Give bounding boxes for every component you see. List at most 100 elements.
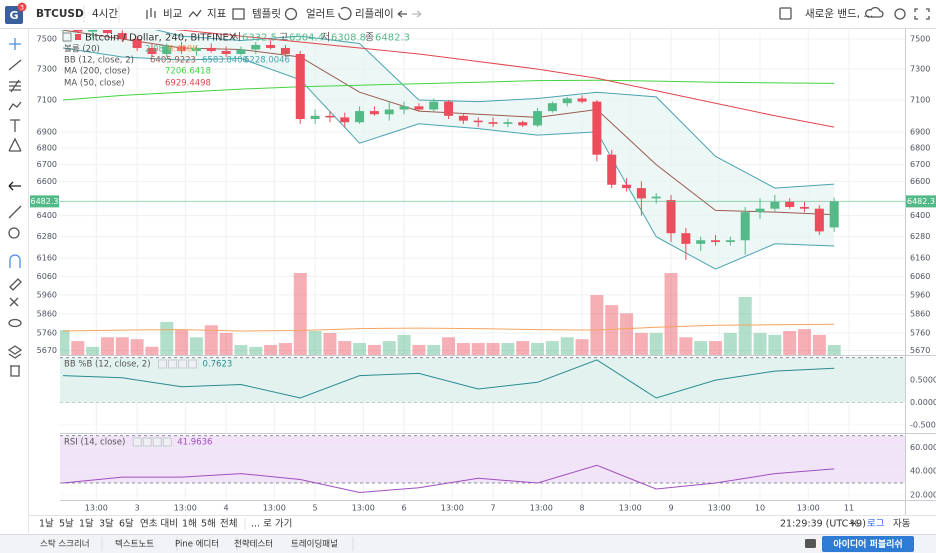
volume-bar [115, 337, 129, 355]
panel-legend-icon [152, 437, 162, 447]
range-button[interactable]: 1달 [79, 518, 94, 530]
volume-bar [145, 346, 159, 355]
candle-body [770, 201, 780, 209]
bottom-tab[interactable]: 전략테스터 [234, 539, 273, 550]
y-tick-label-right: 0.5000 [910, 376, 936, 385]
range-button[interactable]: 3달 [99, 518, 114, 530]
goto-date[interactable]: ... 로 가기 [251, 519, 292, 530]
settings-icon[interactable] [894, 8, 906, 20]
y-tick-label-left: 5860 [37, 309, 57, 318]
candle-body [725, 240, 735, 243]
candle-body [295, 53, 305, 120]
volume-bar [605, 305, 619, 355]
crosshair-tool[interactable] [9, 38, 21, 50]
volume-bar [249, 346, 263, 355]
text-tool[interactable] [10, 119, 20, 132]
measure-tool[interactable] [8, 205, 22, 219]
bottom-tab[interactable]: 트레이딩패널 [291, 539, 338, 550]
log-toggle[interactable]: 로그 [867, 519, 885, 530]
layout-name[interactable]: 새로운 밴드, ... [805, 8, 873, 20]
redo-icon[interactable] [412, 10, 422, 18]
candle-body [340, 117, 350, 123]
range-button[interactable]: 6달 [119, 518, 134, 530]
ohlc-value: 6482.3 [375, 33, 410, 44]
ohlc-letter: 종 [365, 32, 374, 44]
left-toolbar [7, 38, 23, 377]
volume-ma-line [62, 323, 835, 332]
indicator-icon[interactable] [188, 9, 202, 18]
bottom-tab[interactable]: 스탁 스크리너 [40, 539, 90, 550]
trendline-tool[interactable] [8, 59, 22, 71]
candle-body [236, 49, 246, 54]
range-button[interactable]: 1날 [39, 519, 54, 530]
bottom-tab[interactable]: Pine 에디터 [175, 540, 219, 550]
candle-body [221, 50, 231, 54]
x-tick-label: 13:00 [708, 504, 731, 513]
candle-body [132, 39, 142, 48]
undo-icon[interactable] [397, 10, 407, 18]
symbol[interactable]: BTCUSD [36, 8, 84, 20]
magnet-tool[interactable] [9, 254, 21, 268]
toolbar-item[interactable]: 얼러트 [306, 8, 335, 20]
x-tick-label: 13:00 [441, 504, 464, 513]
percent-toggle[interactable]: % [850, 519, 859, 530]
cloud-icon[interactable] [865, 6, 884, 18]
overlay-legend: MA (50, close) [64, 79, 125, 89]
x-tick-label: 11 [844, 504, 854, 513]
range-button[interactable]: 5날 [59, 519, 74, 530]
y-tick-label-right: 6160 [910, 254, 930, 263]
trash-tool[interactable] [10, 365, 20, 377]
pattern-tool[interactable] [8, 101, 22, 111]
range-button[interactable]: 5해 [201, 518, 216, 530]
volume-bar [456, 343, 470, 355]
alert-icon[interactable] [284, 7, 298, 21]
y-tick-label-left: 6700 [37, 160, 57, 169]
panel-title: BB %B (12, close, 2) [64, 360, 151, 370]
arrow-tool[interactable] [8, 181, 21, 191]
y-tick-label-right: 6060 [910, 272, 930, 281]
candle-body [518, 122, 528, 126]
range-button[interactable]: 전체 [220, 519, 237, 530]
volume-bar [160, 321, 174, 355]
indicator-line [62, 359, 835, 399]
replay-icon[interactable] [338, 6, 352, 21]
toolbar-item[interactable]: 템플릿 [252, 8, 281, 20]
bottom-tab[interactable]: 텍스트노트 [115, 539, 154, 550]
volume-bar [649, 332, 663, 355]
hide-tool[interactable] [9, 297, 19, 307]
volume-bar [531, 343, 545, 355]
y-tick-label-right: 0.0000 [910, 398, 936, 407]
range-button[interactable]: 1해 [182, 518, 197, 530]
lock-tool[interactable] [9, 278, 22, 291]
candle-body [102, 30, 112, 34]
publish-button[interactable] [822, 536, 914, 552]
ohlc-value: 6308.8 [331, 33, 366, 44]
zoom-tool[interactable] [8, 227, 20, 239]
compare-icon[interactable] [146, 8, 156, 19]
template-icon[interactable] [232, 8, 245, 20]
projection-tool[interactable] [8, 137, 22, 152]
range-button[interactable]: 연초 대비 [140, 519, 178, 530]
auto-toggle[interactable]: 자동 [893, 519, 911, 530]
main-plot [60, 30, 841, 355]
fib-tool[interactable] [9, 79, 21, 93]
layout-icon[interactable] [779, 7, 792, 20]
layers-tool[interactable] [7, 345, 23, 359]
eye-tool[interactable] [8, 318, 22, 328]
interval[interactable]: 4시간 [92, 8, 118, 20]
y-tick-label-right: 40.0000 [910, 467, 936, 476]
volume-bar [783, 331, 797, 355]
camera-icon[interactable] [805, 539, 816, 548]
volume-bar [560, 337, 574, 355]
logo-box[interactable] [5, 6, 23, 24]
toolbar-item[interactable]: 지표 [207, 8, 227, 20]
candle-body [73, 30, 83, 32]
volume-bar [338, 341, 352, 355]
fullscreen-icon[interactable] [914, 8, 930, 20]
toolbar-item[interactable]: 리플레이 [355, 8, 394, 20]
chart-title: Bitcoin / Dollar, 240, BITFINEX [85, 33, 236, 44]
candle-body [429, 101, 439, 110]
publish-label: 아이디어 퍼블리쉬 [833, 538, 902, 550]
toolbar-item[interactable]: 비교 [163, 8, 183, 20]
